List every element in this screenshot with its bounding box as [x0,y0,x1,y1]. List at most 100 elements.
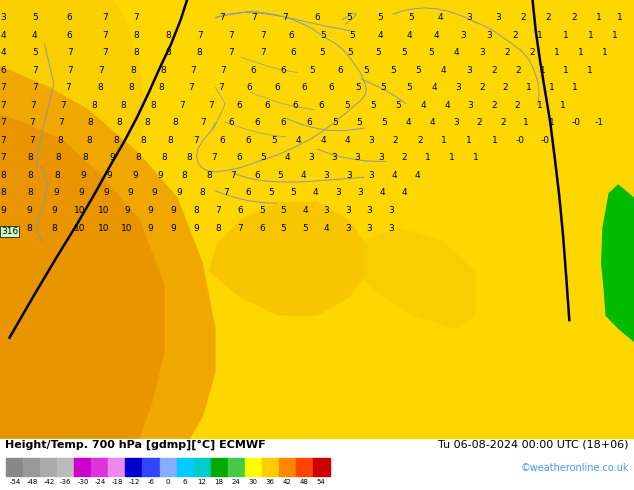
Text: 2: 2 [402,153,407,162]
Text: 8: 8 [57,136,63,145]
Text: 5: 5 [302,223,308,233]
Bar [6,458,23,476]
Text: 8: 8 [215,223,221,233]
Text: 3: 3 [453,118,460,127]
Text: 6: 6 [250,66,257,74]
Text: 5: 5 [268,189,275,197]
Text: 8: 8 [55,153,61,162]
Text: 5: 5 [395,101,401,110]
Text: 7: 7 [133,13,139,22]
Text: 7: 7 [101,48,108,57]
Text: 9: 9 [127,189,134,197]
Text: 1: 1 [537,30,543,40]
Text: 2: 2 [491,101,496,110]
Text: 6: 6 [245,136,252,145]
Text: 1: 1 [523,118,529,127]
Text: 1: 1 [540,66,546,74]
Text: 1: 1 [526,83,532,92]
Text: 3: 3 [460,30,466,40]
Text: 5: 5 [363,66,370,74]
Text: 4: 4 [420,101,425,110]
Text: 9: 9 [147,223,153,233]
Text: 8: 8 [167,136,173,145]
Text: 6: 6 [246,83,252,92]
Text: 2: 2 [514,101,519,110]
Text: 3: 3 [466,66,472,74]
Text: 5: 5 [344,101,351,110]
Text: 8: 8 [133,48,139,57]
Text: 4: 4 [296,136,301,145]
Text: 9: 9 [109,153,115,162]
Text: 1: 1 [448,153,455,162]
Text: 6: 6 [274,83,280,92]
Text: 6: 6 [292,101,298,110]
Text: 2: 2 [516,66,521,74]
Text: 3: 3 [345,223,351,233]
Text: 6: 6 [280,66,287,74]
Text: 4: 4 [380,189,385,197]
Text: 9: 9 [132,171,138,180]
Text: 7: 7 [193,136,200,145]
Text: 9: 9 [53,189,59,197]
Bar [313,458,330,476]
Text: 42: 42 [283,479,292,485]
Text: 3: 3 [368,136,375,145]
Text: 1: 1 [466,136,472,145]
Text: 2: 2 [546,13,551,22]
Text: 2: 2 [417,136,422,145]
Text: 1: 1 [612,30,618,40]
Text: 4: 4 [32,30,37,40]
Text: 18: 18 [214,479,224,485]
Text: 9: 9 [107,171,113,180]
Text: 7: 7 [211,153,217,162]
Text: 0: 0 [165,479,171,485]
Text: 8: 8 [186,153,193,162]
Text: 9: 9 [103,189,109,197]
Text: 8: 8 [193,206,199,215]
Text: 8: 8 [0,189,6,197]
Text: 4: 4 [434,30,439,40]
Text: 7: 7 [197,30,203,40]
Text: 7: 7 [219,13,225,22]
Text: 5: 5 [280,206,287,215]
Text: 24: 24 [231,479,240,485]
Text: 8: 8 [120,101,127,110]
Text: 7: 7 [67,48,73,57]
Text: 3: 3 [455,83,462,92]
Text: 9: 9 [147,206,153,215]
Text: 3: 3 [366,223,373,233]
Text: 3: 3 [357,189,363,197]
Text: 4: 4 [285,153,290,162]
Text: 8: 8 [116,118,122,127]
Text: 6: 6 [0,66,6,74]
Text: 1: 1 [562,30,569,40]
Text: 5: 5 [332,118,338,127]
Text: 7: 7 [190,66,197,74]
Text: -42: -42 [43,479,55,485]
Text: -36: -36 [60,479,72,485]
Text: 7: 7 [0,118,6,127]
Text: 1: 1 [578,48,584,57]
Text: 6: 6 [318,101,325,110]
Bar [193,458,210,476]
Text: 1: 1 [617,13,623,22]
Text: 5: 5 [271,136,277,145]
Bar [91,458,108,476]
Text: 5: 5 [346,13,352,22]
Text: 5: 5 [380,83,387,92]
Text: -18: -18 [111,479,123,485]
Text: 7: 7 [58,118,65,127]
Text: 7: 7 [60,101,67,110]
Text: 9: 9 [0,206,6,215]
Text: 7: 7 [217,83,224,92]
Text: 3: 3 [368,171,375,180]
Text: 6: 6 [237,206,243,215]
Text: 2: 2 [571,13,576,22]
Text: 3: 3 [388,223,394,233]
Text: 5: 5 [320,30,327,40]
Text: -48: -48 [26,479,37,485]
Text: 3: 3 [366,206,373,215]
Text: 7: 7 [101,13,108,22]
Bar [295,458,313,476]
Text: 6: 6 [280,118,287,127]
